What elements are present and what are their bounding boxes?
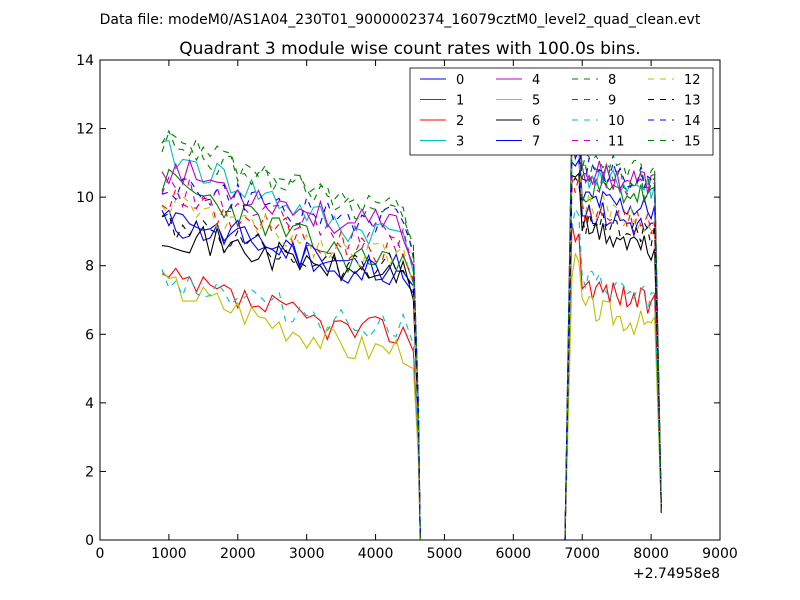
x-tick-label: 2000 [220,546,256,562]
legend-label: 9 [608,94,616,109]
legend-label: 0 [456,73,464,88]
series-line-8 [161,129,662,541]
legend-label: 10 [608,114,625,129]
plot-frame [99,59,721,541]
y-tick-label: 10 [76,190,94,206]
x-tick-label: 5000 [427,546,463,562]
series-line-9 [161,176,662,541]
x-tick-label: 1000 [151,546,187,562]
y-tick-label: 4 [85,396,94,412]
y-tick-label: 12 [76,122,94,138]
chart-suptitle: Data file: modeM0/AS1A04_230T01_90000023… [100,12,701,28]
legend-label: 15 [684,135,701,150]
legend-label: 12 [684,73,701,88]
y-tick-label: 2 [85,464,94,480]
y-tick-label: 6 [85,327,94,343]
x-axis-offset-label: +2.74958e8 [633,566,720,582]
legend-label: 7 [532,135,540,150]
series-line-14 [161,119,662,541]
legend-label: 1 [456,94,464,109]
x-tick-label: 0 [96,546,105,562]
y-tick-label: 8 [85,259,94,275]
x-axis: 0 1000 2000 3000 4000 5000 6000 7000 8000 9000 [96,60,738,562]
legend-label: 13 [684,94,701,109]
legend-label: 14 [684,114,701,129]
x-tick-label: 9000 [702,546,738,562]
x-tick-label: 8000 [633,546,669,562]
legend-label: 6 [532,114,540,129]
x-tick-label: 4000 [358,546,394,562]
x-tick-label: 3000 [289,546,325,562]
x-tick-label: 7000 [564,546,600,562]
legend-label: 4 [532,73,540,88]
legend-label: 3 [456,135,464,150]
legend-label: 11 [608,135,625,150]
x-tick-label: 6000 [496,546,532,562]
legend-label: 2 [456,114,464,129]
y-tick-label: 14 [76,53,94,69]
chart-title: Quadrant 3 module wise count rates with … [179,39,640,59]
legend-label: 5 [532,94,540,109]
legend-label: 8 [608,73,616,88]
y-tick-label: 0 [85,533,94,549]
